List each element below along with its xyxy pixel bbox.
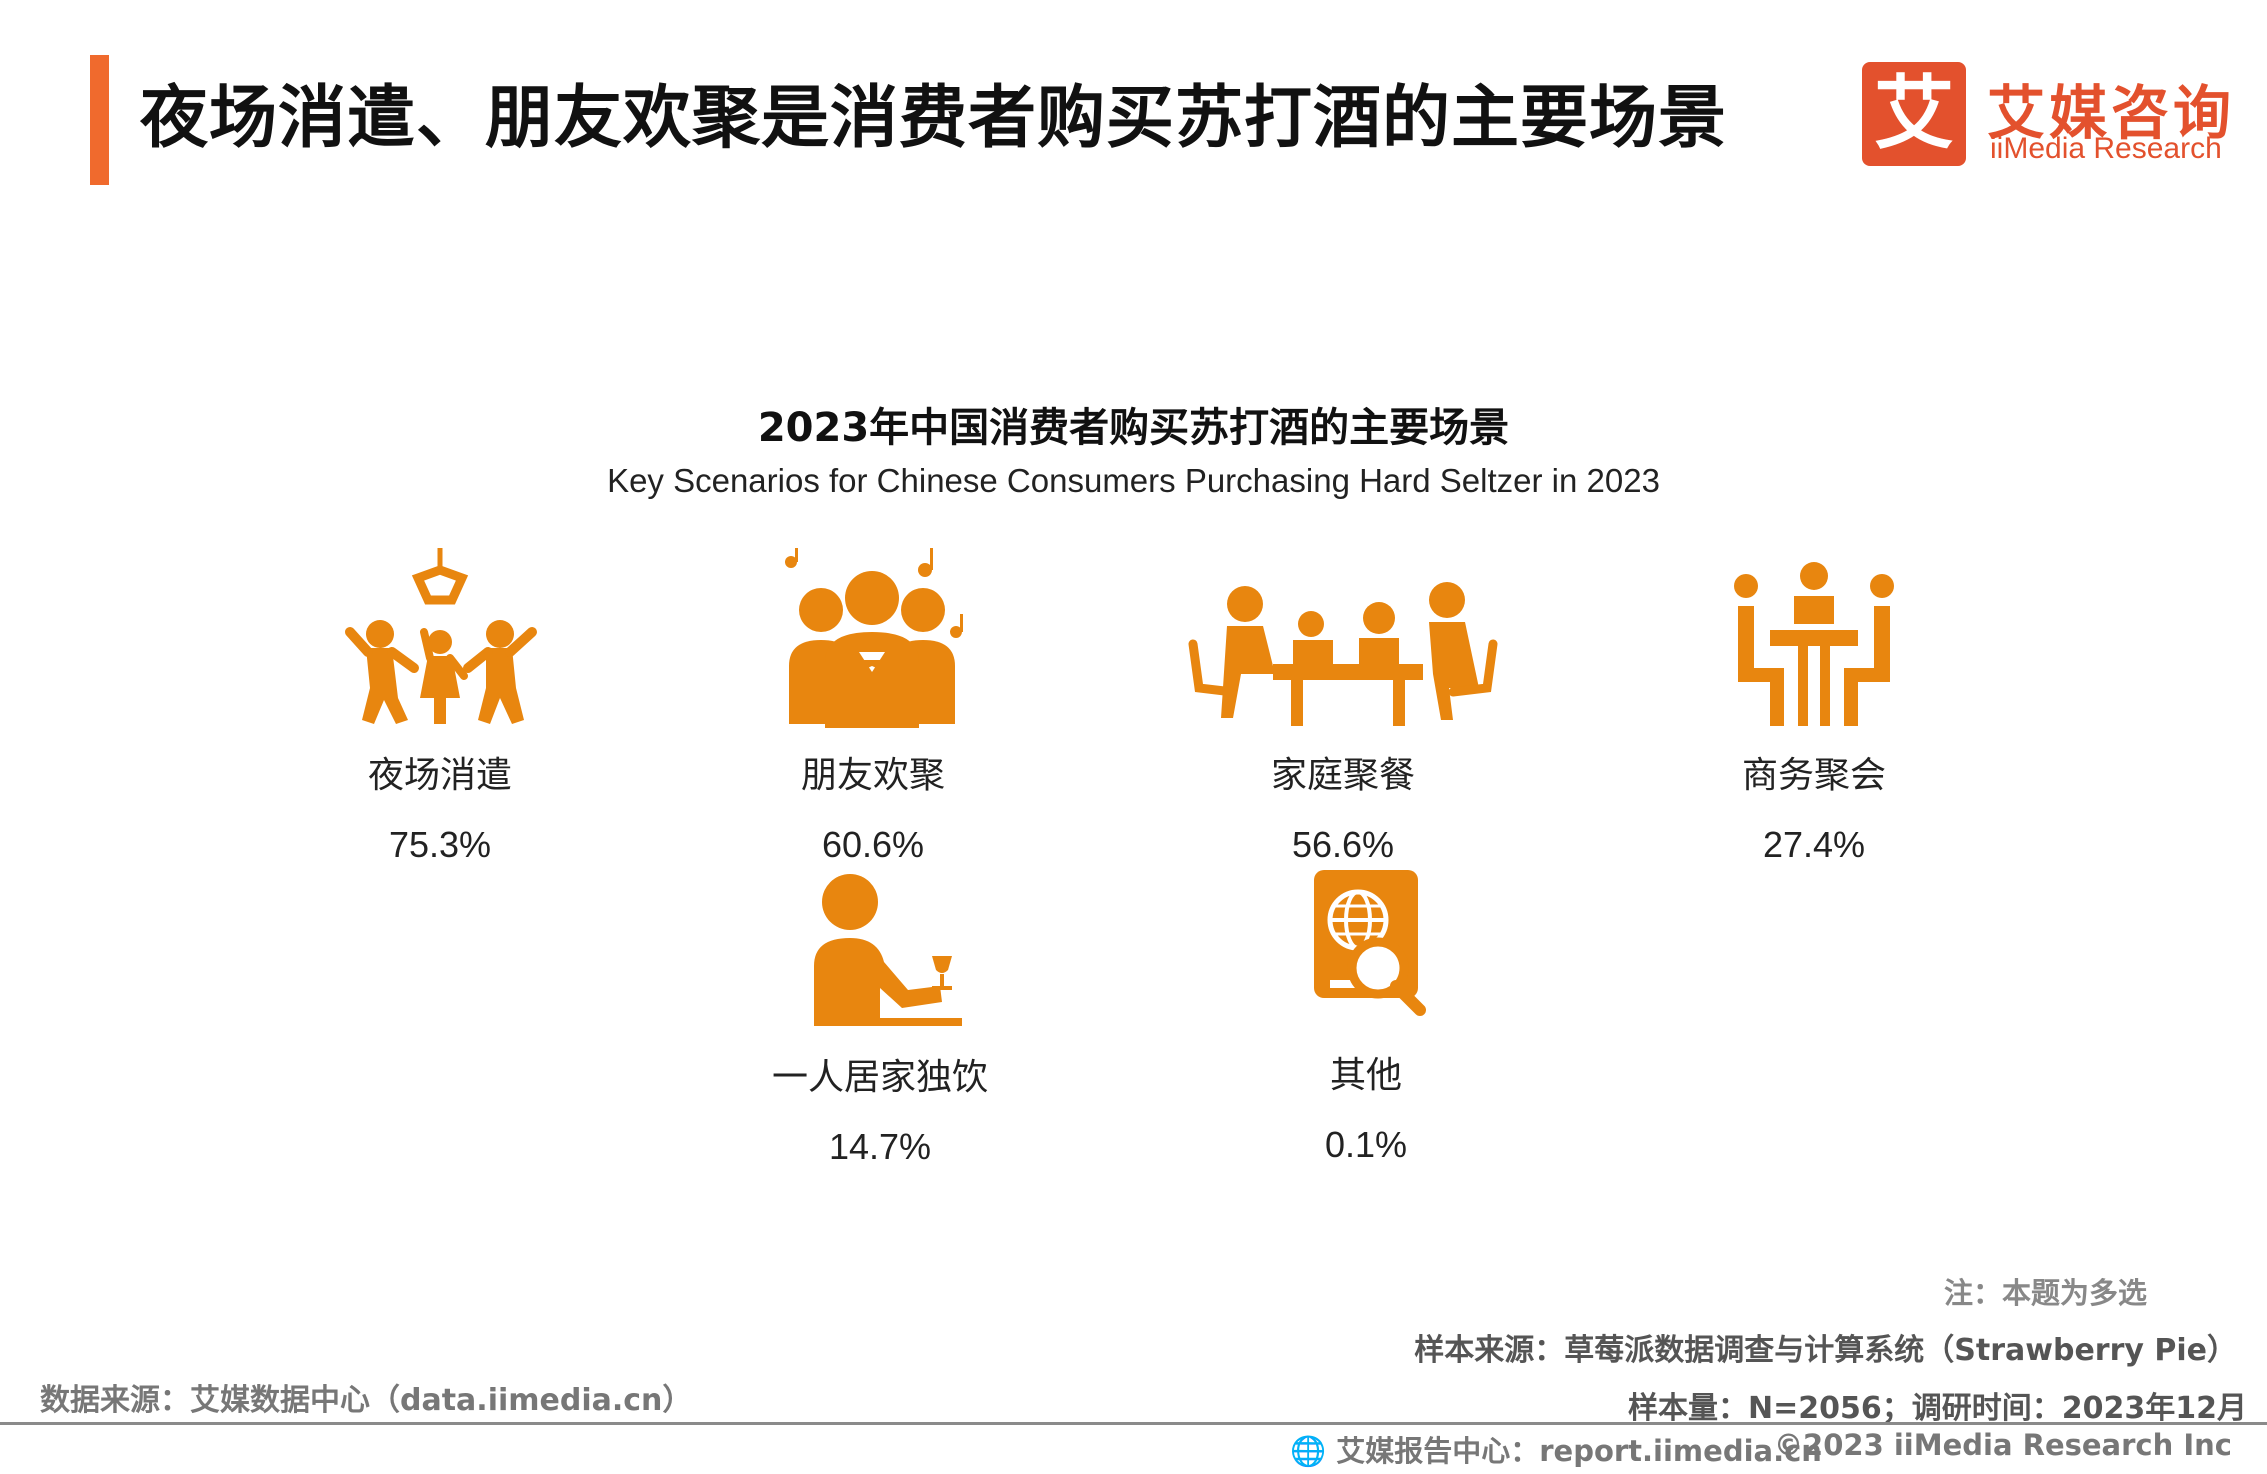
sample-size: 样本量：N=2056；调研时间：2023年12月 xyxy=(1628,1391,2247,1426)
scenario-value: 27.4% xyxy=(1762,824,1866,865)
scenario-value: 14.7% xyxy=(828,1126,932,1167)
scenario-label: 家庭聚餐 xyxy=(1270,755,1415,796)
logo-mark: 艾 xyxy=(1862,62,1966,166)
logo-name-cn: 艾媒咨询 xyxy=(1987,79,2236,147)
scenario-label: 商务聚会 xyxy=(1741,755,1886,796)
scenario-label: 朋友欢聚 xyxy=(800,755,945,796)
scenario-label: 夜场消遣 xyxy=(367,755,512,796)
chart-subtitle: Key Scenarios for Chinese Consumers Purc… xyxy=(607,462,1660,499)
data-source: 数据来源：艾媒数据中心（data.iimedia.cn） xyxy=(40,1383,693,1418)
multi-select-note: 注：本题为多选 xyxy=(1943,1276,2147,1310)
page-title: 夜场消遣、朋友欢聚是消费者购买苏打酒的主要场景 xyxy=(140,79,1728,158)
scenario-value: 0.1% xyxy=(1324,1124,1408,1165)
scenario-item-friends: 朋友欢聚 60.6% xyxy=(693,548,1053,866)
business-meeting-icon xyxy=(1734,562,1894,726)
footer-divider xyxy=(0,1422,2267,1425)
scenario-label: 一人居家独饮 xyxy=(771,1057,988,1098)
scenario-value: 60.6% xyxy=(821,824,925,865)
scenario-item-solo: 一人居家独饮 14.7% xyxy=(700,870,1060,1168)
copyright: ©2023 iiMedia Research Inc xyxy=(1774,1428,2232,1462)
logo-name-en: iiMedia Research xyxy=(1990,132,2222,165)
solo-drinking-icon xyxy=(814,874,962,1026)
sample-source: 样本来源：草莓派数据调查与计算系统（Strawberry Pie） xyxy=(1414,1333,2237,1368)
chart-title: 2023年中国消费者购买苏打酒的主要场景 xyxy=(757,405,1510,451)
scenario-value: 56.6% xyxy=(1291,824,1395,865)
scenario-item-other: 其他 0.1% xyxy=(1186,868,1546,1166)
friends-gathering-icon xyxy=(785,548,963,728)
scenario-item-business: 商务聚会 27.4% xyxy=(1634,548,1994,866)
brand-logo: 艾 艾媒咨询 iiMedia Research xyxy=(1862,62,2231,172)
report-center-link[interactable]: 🌐 艾媒报告中心：report.iimedia.cn xyxy=(1290,1428,1822,1470)
scenario-item-nightlife: 夜场消遣 75.3% xyxy=(260,548,620,866)
title-accent-bar xyxy=(90,55,109,185)
report-center-text: 艾媒报告中心：report.iimedia.cn xyxy=(1336,1434,1822,1468)
scenario-label: 其他 xyxy=(1329,1055,1402,1096)
nightclub-dancers-icon xyxy=(345,548,537,724)
globe-search-icon xyxy=(1314,870,1426,1016)
family-dinner-icon xyxy=(1188,582,1498,726)
scenario-item-family: 家庭聚餐 56.6% xyxy=(1163,548,1523,866)
globe-icon: 🌐 xyxy=(1290,1434,1337,1468)
scenario-value: 75.3% xyxy=(388,824,492,865)
